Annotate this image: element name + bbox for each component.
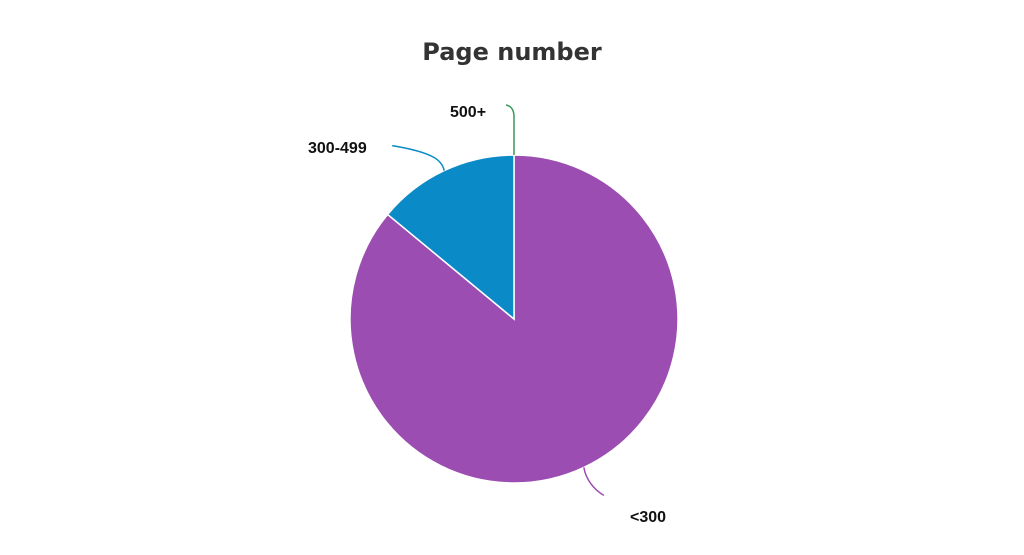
chart-title: Page number (422, 38, 602, 66)
slice-label-1: 300-499 (308, 140, 367, 157)
slice-label-2: 500+ (450, 104, 486, 121)
leader-line-1 (392, 144, 445, 171)
leader-line-0 (583, 467, 605, 497)
slice-label-0: <300 (630, 509, 666, 526)
leader-line-2 (505, 104, 515, 155)
